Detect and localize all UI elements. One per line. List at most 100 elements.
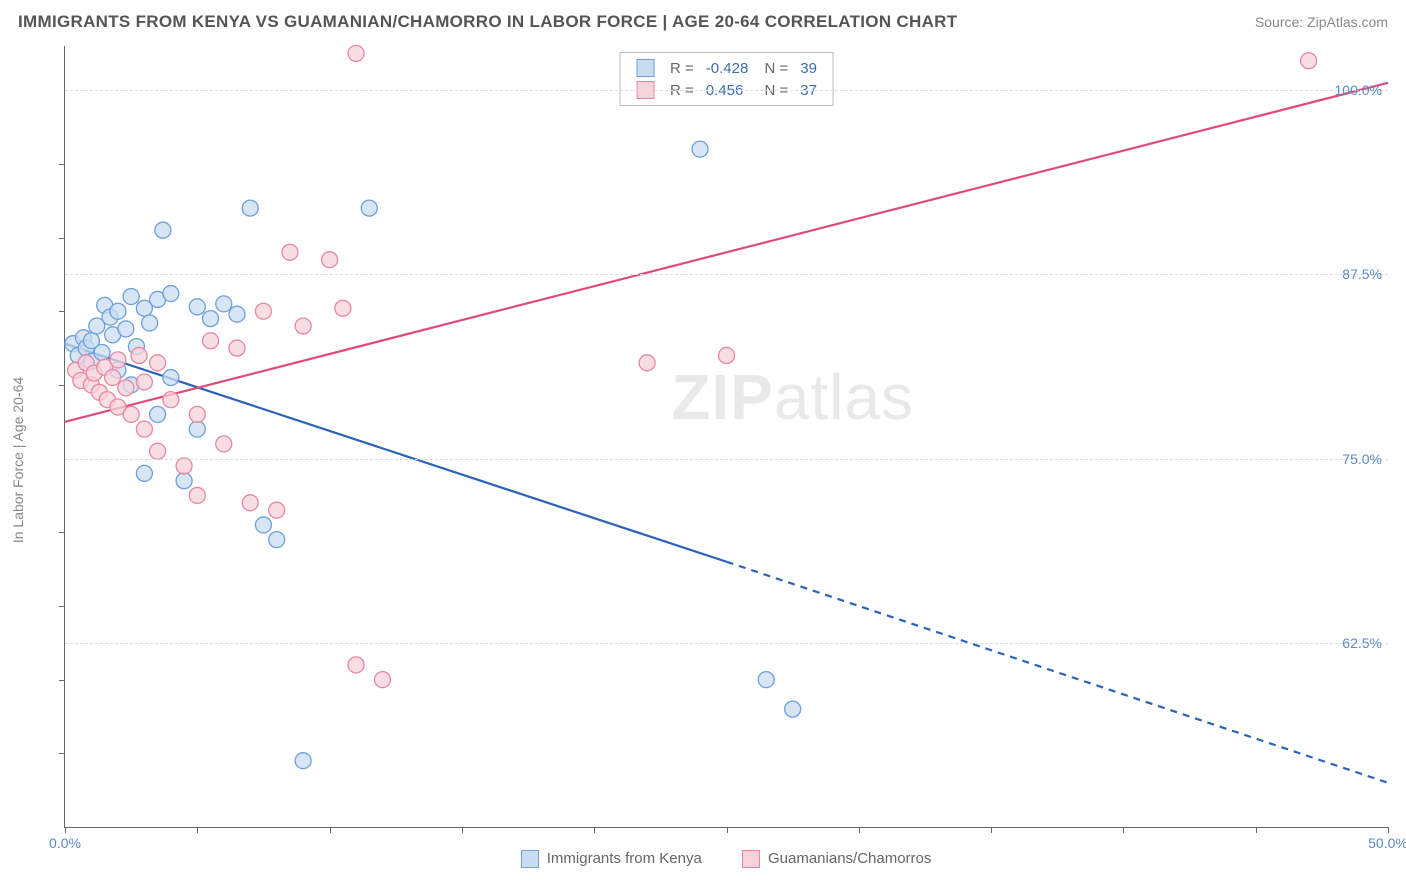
y-tick-label: 100.0% bbox=[1335, 82, 1382, 98]
scatter-point bbox=[105, 370, 121, 386]
plot-area: ZIPatlas R = -0.428 N = 39 R = 0.456 N = bbox=[64, 46, 1388, 828]
y-minor-tick bbox=[59, 311, 65, 312]
scatter-point bbox=[282, 244, 298, 260]
scatter-point bbox=[758, 672, 774, 688]
legend-N-value: 39 bbox=[794, 57, 823, 79]
scatter-point bbox=[123, 289, 139, 305]
scatter-point bbox=[269, 502, 285, 518]
swatch-chamorro bbox=[742, 850, 760, 868]
scatter-point bbox=[348, 45, 364, 61]
legend-item-kenya: Immigrants from Kenya bbox=[521, 850, 702, 868]
scatter-point bbox=[242, 200, 258, 216]
source-attribution: Source: ZipAtlas.com bbox=[1255, 14, 1388, 30]
swatch-kenya bbox=[636, 59, 654, 77]
y-tick-label: 62.5% bbox=[1342, 635, 1382, 651]
scatter-point bbox=[229, 306, 245, 322]
legend-R-value: -0.428 bbox=[700, 57, 755, 79]
y-minor-tick bbox=[59, 753, 65, 754]
scatter-point bbox=[639, 355, 655, 371]
scatter-point bbox=[155, 222, 171, 238]
scatter-point bbox=[142, 315, 158, 331]
scatter-point bbox=[136, 421, 152, 437]
chart-container: In Labor Force | Age 20-64 ZIPatlas R = … bbox=[18, 46, 1388, 874]
legend-N-label: N = bbox=[754, 57, 794, 79]
scatter-point bbox=[118, 380, 134, 396]
y-axis-label: In Labor Force | Age 20-64 bbox=[10, 377, 26, 543]
scatter-point bbox=[110, 303, 126, 319]
scatter-point bbox=[269, 532, 285, 548]
scatter-point bbox=[94, 345, 110, 361]
gridline-horizontal bbox=[65, 459, 1388, 460]
scatter-point bbox=[255, 517, 271, 533]
gridline-horizontal bbox=[65, 643, 1388, 644]
scatter-point bbox=[189, 299, 205, 315]
x-tick bbox=[330, 827, 331, 833]
scatter-point bbox=[163, 370, 179, 386]
scatter-point bbox=[785, 701, 801, 717]
chart-title: IMMIGRANTS FROM KENYA VS GUAMANIAN/CHAMO… bbox=[18, 12, 957, 32]
scatter-point bbox=[229, 340, 245, 356]
scatter-point bbox=[348, 657, 364, 673]
scatter-point bbox=[322, 252, 338, 268]
scatter-point bbox=[375, 672, 391, 688]
y-tick-label: 75.0% bbox=[1342, 451, 1382, 467]
legend-label: Guamanians/Chamorros bbox=[768, 850, 931, 867]
correlation-legend: R = -0.428 N = 39 R = 0.456 N = 37 bbox=[619, 52, 834, 106]
scatter-point bbox=[216, 436, 232, 452]
scatter-point bbox=[118, 321, 134, 337]
gridline-horizontal bbox=[65, 90, 1388, 91]
y-minor-tick bbox=[59, 680, 65, 681]
x-tick bbox=[594, 827, 595, 833]
scatter-point bbox=[361, 200, 377, 216]
legend-label: Immigrants from Kenya bbox=[547, 850, 702, 867]
x-tick bbox=[727, 827, 728, 833]
scatter-point bbox=[131, 347, 147, 363]
x-tick bbox=[1123, 827, 1124, 833]
x-tick bbox=[859, 827, 860, 833]
gridline-horizontal bbox=[65, 274, 1388, 275]
scatter-point bbox=[203, 333, 219, 349]
x-tick bbox=[462, 827, 463, 833]
legend-item-chamorro: Guamanians/Chamorros bbox=[742, 850, 932, 868]
scatter-point bbox=[719, 347, 735, 363]
scatter-point bbox=[136, 465, 152, 481]
legend-R-label: R = bbox=[664, 57, 700, 79]
scatter-point bbox=[692, 141, 708, 157]
x-tick bbox=[197, 827, 198, 833]
y-minor-tick bbox=[59, 532, 65, 533]
x-tick bbox=[1388, 827, 1389, 833]
scatter-point bbox=[189, 487, 205, 503]
y-minor-tick bbox=[59, 606, 65, 607]
scatter-point bbox=[295, 318, 311, 334]
scatter-point bbox=[242, 495, 258, 511]
scatter-point bbox=[1301, 53, 1317, 69]
scatter-point bbox=[163, 286, 179, 302]
scatter-points-layer bbox=[65, 46, 1388, 827]
scatter-point bbox=[110, 352, 126, 368]
y-minor-tick bbox=[59, 385, 65, 386]
scatter-point bbox=[150, 355, 166, 371]
scatter-point bbox=[123, 406, 139, 422]
scatter-point bbox=[335, 300, 351, 316]
series-legend: Immigrants from Kenya Guamanians/Chamorr… bbox=[64, 844, 1388, 874]
scatter-point bbox=[216, 296, 232, 312]
scatter-point bbox=[203, 311, 219, 327]
swatch-kenya bbox=[521, 850, 539, 868]
scatter-point bbox=[163, 392, 179, 408]
y-minor-tick bbox=[59, 164, 65, 165]
x-tick bbox=[1256, 827, 1257, 833]
scatter-point bbox=[136, 374, 152, 390]
scatter-point bbox=[295, 753, 311, 769]
y-minor-tick bbox=[59, 238, 65, 239]
x-tick bbox=[991, 827, 992, 833]
scatter-point bbox=[150, 406, 166, 422]
scatter-point bbox=[189, 406, 205, 422]
x-tick bbox=[65, 827, 66, 833]
legend-row-kenya: R = -0.428 N = 39 bbox=[630, 57, 823, 79]
scatter-point bbox=[176, 473, 192, 489]
y-tick-label: 87.5% bbox=[1342, 266, 1382, 282]
scatter-point bbox=[176, 458, 192, 474]
scatter-point bbox=[255, 303, 271, 319]
scatter-point bbox=[189, 421, 205, 437]
scatter-point bbox=[150, 443, 166, 459]
